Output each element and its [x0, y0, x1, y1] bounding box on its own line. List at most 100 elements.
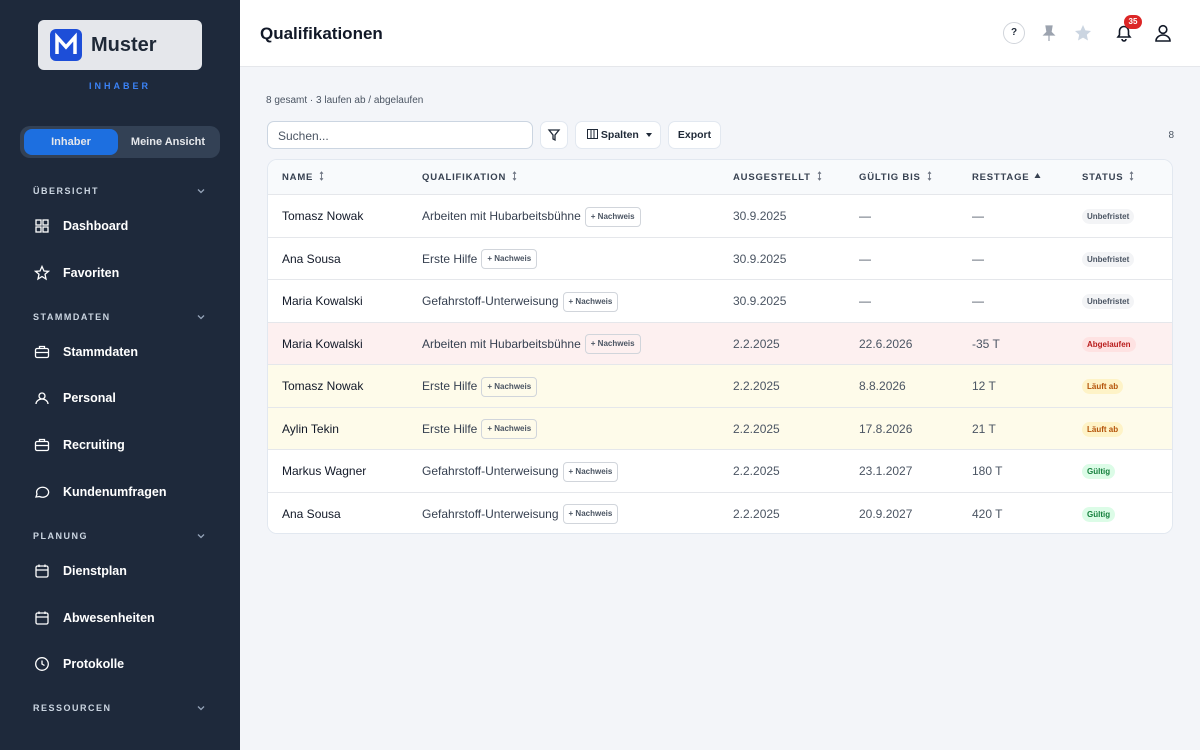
search-input[interactable]: Suchen...: [267, 121, 533, 149]
nav-item[interactable]: Abwesenheiten: [63, 610, 155, 625]
issued-cell: 30.9.2025: [733, 294, 787, 308]
nav-icon: [35, 611, 49, 625]
help-button[interactable]: ?: [1003, 22, 1025, 44]
table-row[interactable]: Maria Kowalski Gefahrstoff-Unterweisung + …: [268, 279, 1172, 322]
table-row[interactable]: Tomasz Nowak Erste Hilfe + Nachweis 2.2.202…: [268, 364, 1172, 407]
remaining-cell: —: [972, 294, 984, 308]
table-header: [268, 160, 1172, 195]
column-header[interactable]: STATUS: [1082, 160, 1136, 195]
chevron[interactable]: [196, 186, 206, 196]
valid-until-cell: 8.8.2026: [859, 379, 906, 393]
qualification: Gefahrstoff-Unterweisung: [422, 464, 559, 478]
section-title[interactable]: ÜBERSICHT: [33, 186, 100, 196]
sort-indicator: [1130, 171, 1134, 181]
column-label: AUSGESTELLT: [733, 172, 811, 183]
proof-button[interactable]: + Nachweis: [562, 504, 619, 525]
topbar: Qualifikationen ? 35: [240, 0, 1200, 67]
proof-button[interactable]: + Nachweis: [584, 334, 641, 355]
table-row[interactable]: Tomasz Nowak Arbeiten mit Hubarbeitsbühne…: [268, 194, 1172, 237]
status-cell: Läuft ab: [1082, 365, 1124, 407]
remaining-cell: 21 T: [972, 421, 996, 436]
result-count: 8: [1168, 130, 1174, 141]
status-cell: Läuft ab: [1082, 408, 1124, 450]
status-badge: Unbefristet: [1082, 294, 1135, 310]
issued-cell: 2.2.2025: [733, 379, 780, 393]
sort-indicator: [1034, 173, 1041, 178]
proof-button[interactable]: + Nachweis: [481, 376, 538, 397]
name-cell: Aylin Tekin: [282, 421, 339, 436]
favorite-button[interactable]: [1073, 23, 1093, 43]
proof-button[interactable]: + Nachweis: [481, 419, 538, 440]
issued-cell: 2.2.2025: [733, 506, 780, 521]
qualification: Erste Hilfe: [422, 379, 478, 393]
status-cell: Abgelaufen: [1082, 323, 1136, 365]
table-row[interactable]: Maria Kowalski Arbeiten mit Hubarbeitsbüh…: [268, 321, 1172, 365]
column-header[interactable]: NAME: [282, 160, 326, 195]
valid-until-cell: 23.1.2027: [859, 464, 913, 478]
toggle-option[interactable]: Meine Ansicht: [130, 136, 206, 148]
qualification-cell: Erste Hilfe + Nachweis: [422, 238, 538, 280]
filter-button[interactable]: [540, 121, 568, 149]
nav-item[interactable]: Stammdaten: [63, 344, 139, 359]
columns-button[interactable]: Spalten: [575, 121, 661, 149]
remaining-cell: —: [972, 209, 984, 223]
issued-cell: 2.2.2025: [733, 421, 780, 436]
column-header[interactable]: AUSGESTELLT: [733, 160, 824, 195]
nav-item[interactable]: Personal: [63, 391, 116, 406]
column-label: STATUS: [1082, 172, 1124, 183]
profile-button[interactable]: [1153, 23, 1173, 43]
nav-item[interactable]: Dashboard: [63, 219, 129, 233]
nav-icon: [34, 264, 50, 281]
remaining-cell: 12 T: [972, 379, 996, 393]
chevron[interactable]: [196, 703, 206, 713]
qualification-cell: Arbeiten mit Hubarbeitsbühne + Nachweis: [422, 195, 641, 237]
status-badge: Unbefristet: [1082, 209, 1135, 225]
pin-button[interactable]: [1040, 24, 1058, 42]
valid-until-cell: —: [859, 251, 871, 266]
qualification: Arbeiten mit Hubarbeitsbühne: [422, 209, 581, 223]
chevron[interactable]: [196, 312, 206, 322]
nav-item[interactable]: Recruiting: [63, 438, 125, 453]
status-cell: Unbefristet: [1082, 195, 1135, 237]
table-row[interactable]: Markus Wagner Gefahrstoff-Unterweisung + N…: [268, 449, 1172, 492]
section-title[interactable]: STAMMDATEN: [33, 311, 111, 322]
column-label: QUALIFIKATION: [422, 172, 507, 183]
issued-cell: 30.9.2025: [733, 209, 787, 223]
qualification: Erste Hilfe: [422, 421, 478, 436]
nav-item[interactable]: Favoriten: [63, 265, 120, 280]
qualification: Arbeiten mit Hubarbeitsbühne: [422, 336, 581, 351]
valid-until-cell: —: [859, 294, 871, 308]
qualification-cell: Arbeiten mit Hubarbeitsbühne + Nachweis: [422, 323, 641, 365]
chevron[interactable]: [196, 531, 206, 541]
table-row[interactable]: Ana Sousa Gefahrstoff-Unterweisung + Nachw…: [268, 491, 1172, 533]
nav-icon: [35, 564, 49, 578]
remaining-cell: 420 T: [972, 506, 1003, 521]
column-header[interactable]: GÜLTIG BIS: [859, 160, 934, 195]
proof-button[interactable]: + Nachweis: [481, 249, 538, 270]
logo[interactable]: Muster: [38, 20, 202, 70]
column-header[interactable]: RESTTAGE: [972, 160, 1042, 195]
sort-indicator: [512, 171, 517, 181]
status-badge: Läuft ab: [1082, 379, 1124, 395]
nav-icon: [34, 345, 50, 358]
proof-button[interactable]: + Nachweis: [562, 461, 619, 482]
status-badge: Gültig: [1082, 464, 1116, 480]
table: NAME QUALIFIKATION AUSGESTELLT GÜLTIG BIS RE…: [267, 159, 1173, 534]
proof-button[interactable]: + Nachweis: [562, 291, 619, 312]
table-row[interactable]: Ana Sousa Erste Hilfe + Nachweis 30.9.2025 —…: [268, 236, 1172, 280]
section-title[interactable]: RESSOURCEN: [33, 703, 112, 714]
proof-button[interactable]: + Nachweis: [584, 206, 641, 227]
column-header[interactable]: QUALIFIKATION: [422, 160, 519, 195]
toggle-option[interactable]: Inhaber: [24, 129, 118, 155]
name-cell: Tomasz Nowak: [282, 379, 364, 393]
table-row[interactable]: Aylin Tekin Erste Hilfe + Nachweis 2.2.2025…: [268, 406, 1172, 450]
nav-item[interactable]: Protokolle: [63, 657, 125, 672]
nav-icon: [35, 486, 50, 498]
valid-until-cell: 22.6.2026: [859, 336, 913, 351]
export-button[interactable]: Export: [668, 121, 721, 149]
summary: 8 gesamt · 3 laufen ab / abgelaufen: [266, 95, 424, 106]
section-title[interactable]: PLANUNG: [33, 530, 88, 541]
nav-item[interactable]: Kundenumfragen: [63, 484, 167, 499]
nav-item[interactable]: Dienstplan: [63, 563, 127, 578]
